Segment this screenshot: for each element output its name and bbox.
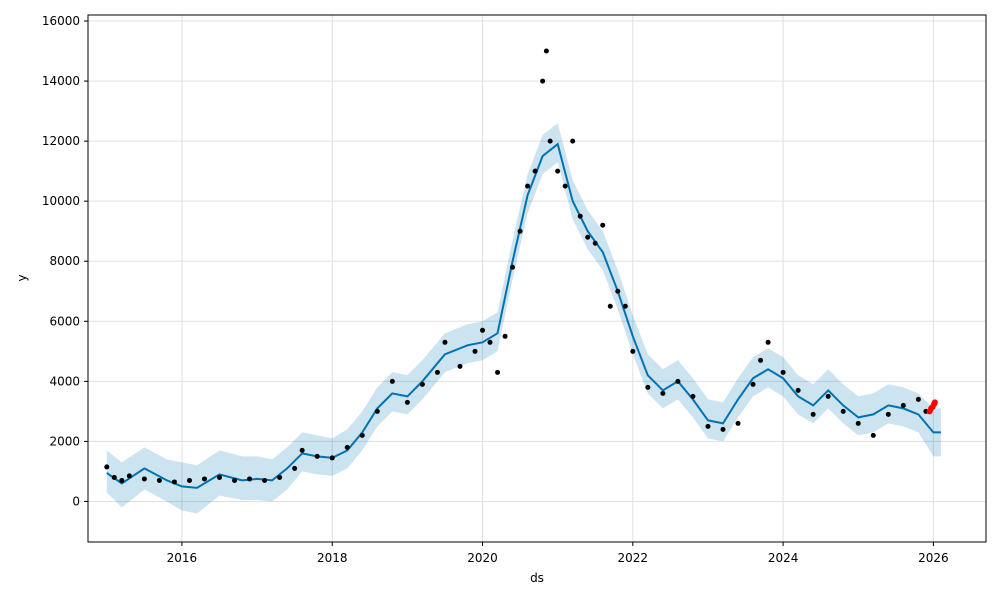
uncertainty-interval: [106, 123, 941, 514]
observed-point: [247, 476, 253, 482]
observed-point: [547, 138, 553, 144]
observed-point: [171, 479, 177, 485]
observed-point: [472, 348, 478, 354]
recent-point: [931, 399, 938, 406]
observed-point: [840, 408, 846, 414]
x-axis-ticks: 2016 2018 2020 2022 2024 2026: [167, 542, 949, 565]
y-axis-ticks: 0 2000 4000 6000 8000 10000 12000 14000 16000: [42, 14, 88, 508]
observed-point: [389, 378, 395, 384]
x-tick-label: 2020: [467, 551, 498, 565]
observed-point: [705, 423, 711, 429]
y-tick-label: 4000: [49, 374, 80, 388]
observed-point: [630, 348, 636, 354]
observed-point: [277, 474, 283, 480]
observed-point: [810, 411, 816, 417]
y-tick-label: 6000: [49, 314, 80, 328]
observed-point: [870, 432, 876, 438]
y-tick-label: 2000: [49, 434, 80, 448]
observed-point: [532, 168, 538, 174]
y-tick-label: 16000: [42, 14, 80, 28]
observed-point: [104, 464, 110, 470]
y-tick-label: 10000: [42, 194, 80, 208]
observed-point: [555, 168, 561, 174]
x-tick-label: 2016: [167, 551, 198, 565]
observed-point: [690, 393, 696, 399]
observed-point: [232, 477, 238, 483]
observed-point: [795, 387, 801, 393]
observed-point: [735, 420, 741, 426]
y-axis-label: y: [15, 274, 29, 281]
observed-point: [480, 327, 486, 333]
y-tick-label: 8000: [49, 254, 80, 268]
observed-point: [217, 474, 223, 480]
observed-point: [434, 369, 440, 375]
observed-point: [201, 476, 207, 482]
grid: [88, 15, 986, 542]
observed-point: [126, 473, 132, 479]
x-tick-label: 2022: [618, 551, 649, 565]
observed-point: [419, 381, 425, 387]
observed-point: [607, 303, 613, 309]
observed-point: [457, 363, 463, 369]
observed-point: [615, 288, 621, 294]
observed-point: [592, 240, 598, 246]
y-tick-label: 0: [72, 494, 80, 508]
observed-point: [543, 48, 549, 54]
observed-point: [750, 381, 756, 387]
observed-point: [442, 339, 448, 345]
observed-points: [104, 48, 938, 485]
observed-point: [765, 339, 771, 345]
observed-point: [156, 477, 162, 483]
observed-point: [562, 183, 568, 189]
x-axis-label: ds: [530, 571, 544, 585]
observed-point: [525, 183, 531, 189]
plot-area: [88, 15, 986, 542]
x-tick-label: 2026: [918, 551, 949, 565]
observed-point: [141, 476, 147, 482]
observed-point: [622, 303, 628, 309]
observed-point: [262, 477, 268, 483]
observed-point: [645, 384, 651, 390]
observed-point: [585, 234, 591, 240]
uncertainty-band: [106, 123, 941, 514]
observed-point: [111, 474, 117, 480]
observed-point: [487, 339, 493, 345]
observed-point: [675, 378, 681, 384]
observed-point: [570, 138, 576, 144]
x-tick-label: 2024: [768, 551, 799, 565]
observed-point: [720, 426, 726, 432]
y-tick-label: 14000: [42, 74, 80, 88]
observed-point: [186, 477, 192, 483]
observed-point: [510, 264, 516, 270]
x-tick-label: 2018: [317, 551, 348, 565]
observed-point: [900, 402, 906, 408]
observed-point: [517, 228, 523, 234]
observed-point: [502, 333, 508, 339]
observed-point: [329, 455, 335, 461]
observed-point: [855, 420, 861, 426]
observed-point: [292, 465, 298, 471]
observed-point: [660, 390, 666, 396]
observed-point: [825, 393, 831, 399]
observed-point: [915, 396, 921, 402]
observed-point: [577, 213, 583, 219]
observed-point: [758, 357, 764, 363]
observed-point: [374, 408, 380, 414]
observed-point: [344, 444, 350, 450]
observed-point: [299, 447, 305, 453]
observed-point: [600, 222, 606, 228]
observed-point: [119, 477, 125, 483]
observed-point: [885, 411, 891, 417]
forecast-lines: [106, 142, 941, 489]
observed-point: [780, 369, 786, 375]
observed-point: [495, 369, 501, 375]
observed-point: [314, 453, 320, 459]
forecast-line: [106, 142, 941, 489]
y-tick-label: 12000: [42, 134, 80, 148]
observed-point: [404, 399, 410, 405]
observed-point: [359, 432, 365, 438]
observed-point: [540, 78, 546, 84]
plot-frame: [87, 14, 987, 543]
